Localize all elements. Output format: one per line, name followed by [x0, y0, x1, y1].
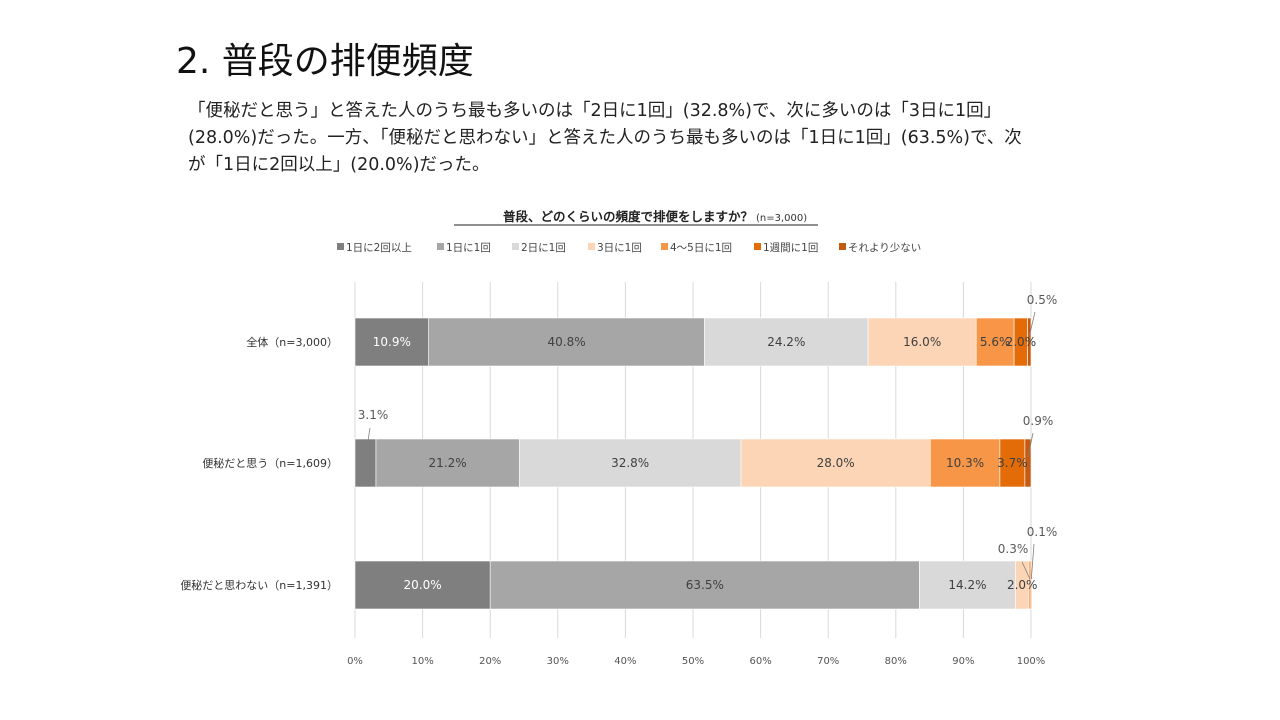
- data-label: 10.3%: [946, 456, 984, 470]
- x-tick-label: 60%: [749, 656, 771, 667]
- x-tick-label: 20%: [479, 656, 501, 667]
- category-label: 便秘だと思わない（n=1,391）: [180, 578, 338, 592]
- data-label: 40.8%: [548, 335, 586, 349]
- leader-line: [1027, 432, 1034, 458]
- bars: [354, 317, 1033, 610]
- category-label: 全体（n=3,000）: [246, 335, 338, 349]
- bar-segment: [999, 438, 1026, 488]
- bar-segment: [428, 317, 705, 367]
- data-label: 0.5%: [1027, 293, 1058, 307]
- bar-segment: [1030, 560, 1033, 610]
- x-tick-label: 30%: [547, 656, 569, 667]
- leader-line: [1021, 561, 1031, 580]
- bar-segment: [354, 438, 377, 488]
- legend-swatch: [437, 243, 444, 250]
- data-label: 21.2%: [429, 456, 467, 470]
- x-tick-label: 90%: [952, 656, 974, 667]
- data-label: 0.1%: [1027, 525, 1058, 539]
- bar-segment: [867, 317, 977, 367]
- legend-label: 4〜5日に1回: [670, 242, 732, 254]
- summary-text: 「便秘だと思う」と答えた人のうち最も多いのは「2日に1回」(32.8%)で、次に…: [188, 98, 1088, 179]
- legend-label: 2日に1回: [521, 242, 566, 254]
- data-label: 24.2%: [767, 335, 805, 349]
- category-label: 便秘だと思う（n=1,609）: [202, 456, 338, 470]
- bar-segment: [740, 438, 931, 488]
- x-tick-label: 0%: [347, 656, 363, 667]
- data-label: 2.0%: [1006, 335, 1037, 349]
- bar-segment: [919, 560, 1016, 610]
- summary-line: (28.0%)だった。一方、「便秘だと思わない」と答えた人のうち最も多いのは「1…: [188, 128, 1022, 148]
- bar-segment: [375, 438, 520, 488]
- legend-label: 1日に2回以上: [346, 242, 412, 254]
- leader-line: [1028, 311, 1036, 337]
- data-label: 3.1%: [358, 408, 389, 422]
- x-tick-label: 50%: [682, 656, 704, 667]
- summary-line: が「1日に2回以上」(20.0%)だった。: [188, 155, 490, 175]
- legend-swatch: [839, 243, 846, 250]
- legend-swatch: [512, 243, 519, 250]
- bar-segment: [1027, 317, 1032, 367]
- data-label: 5.6%: [980, 335, 1011, 349]
- chart-title-group: 普段、どのくらいの頻度で排便をしますか？ (n=3,000): [454, 209, 818, 226]
- data-label: 10.9%: [373, 335, 411, 349]
- data-label: 20.0%: [404, 578, 442, 592]
- bar-segment: [1024, 438, 1032, 488]
- bar-segment: [975, 317, 1015, 367]
- data-label: 28.0%: [817, 456, 855, 470]
- data-label: 63.5%: [686, 578, 724, 592]
- x-tick-label: 70%: [817, 656, 839, 667]
- bar-segment: [704, 317, 869, 367]
- leader-line: [365, 427, 371, 458]
- x-axis-ticks: 0% 10% 20% 30% 40% 50% 60% 70% 80% 90% 100%: [347, 656, 1045, 667]
- bar-segment: [354, 317, 429, 367]
- data-label: 32.8%: [611, 456, 649, 470]
- x-tick-label: 80%: [885, 656, 907, 667]
- summary-line: 「便秘だと思う」と答えた人のうち最も多いのは「2日に1回」(32.8%)で、次に…: [188, 101, 1002, 121]
- legend-swatch: [661, 243, 668, 250]
- data-label: 0.9%: [1023, 414, 1054, 428]
- legend-label: 1週間に1回: [763, 242, 818, 254]
- bar-segment: [354, 560, 491, 610]
- x-tick-label: 10%: [411, 656, 433, 667]
- data-label: 0.3%: [998, 542, 1029, 556]
- chart-subtitle: (n=3,000): [756, 213, 807, 224]
- legend-label: それより少ない: [848, 242, 921, 254]
- legend-swatch: [337, 243, 344, 250]
- bar-segment: [929, 438, 1001, 488]
- data-label: 3.7%: [997, 456, 1028, 470]
- data-label: 14.2%: [948, 578, 986, 592]
- legend: 1日に2回以上 1日に1回 2日に1回 3日に1回 4〜5日に1回 1週間に1回 それより少…: [337, 242, 921, 254]
- data-labels: 10.9% 40.8% 24.2% 16.0% 5.6%2.0%0.5%3.1%21.2…: [358, 293, 1058, 592]
- legend-swatch: [754, 243, 761, 250]
- legend-swatch: [588, 243, 595, 250]
- page-title: 2. 普段の排便頻度: [176, 41, 474, 82]
- data-label: 16.0%: [903, 335, 941, 349]
- x-tick-label: 100%: [1017, 656, 1046, 667]
- category-labels: 全体（n=3,000） 便秘だと思う（n=1,609） 便秘だと思わない（n=1,3…: [180, 335, 338, 592]
- bar-segment: [489, 560, 920, 610]
- leader-line: [1030, 543, 1035, 580]
- legend-label: 1日に1回: [446, 242, 491, 254]
- x-tick-label: 40%: [614, 656, 636, 667]
- legend-label: 3日に1回: [597, 242, 642, 254]
- data-label: 2.0%: [1007, 578, 1038, 592]
- chart-title: 普段、どのくらいの頻度で排便をしますか？: [503, 209, 753, 224]
